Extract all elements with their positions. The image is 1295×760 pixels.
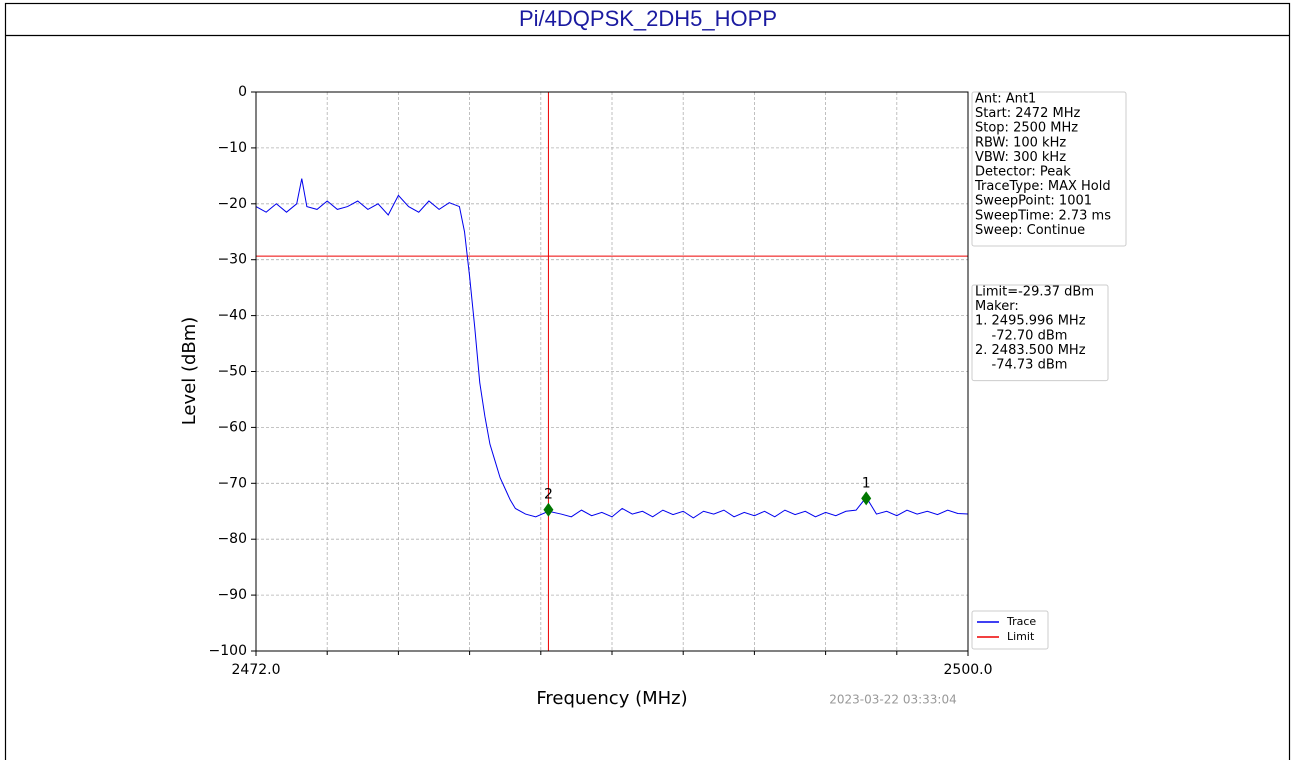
info-line: Start: 2472 MHz	[975, 106, 1080, 121]
y-tick-label: −60	[217, 419, 247, 435]
info-line: Stop: 2500 MHz	[975, 121, 1078, 136]
legend-label: Limit	[1007, 630, 1035, 643]
y-tick-label: −100	[209, 643, 247, 659]
y-tick-label: −50	[217, 364, 247, 380]
info-line: Sweep: Continue	[975, 223, 1085, 238]
marker-label: 1	[862, 475, 871, 491]
limit-line: 1. 2495.996 MHz	[975, 314, 1086, 329]
y-tick-label: −30	[217, 252, 247, 268]
limit-line: -74.73 dBm	[975, 358, 1067, 373]
legend-label: Trace	[1006, 615, 1036, 628]
trace	[255, 178, 969, 519]
y-tick-label: −10	[217, 140, 247, 156]
y-tick-label: 0	[238, 84, 247, 100]
x-tick-label: 2500.0	[944, 662, 993, 678]
info-line: TraceType: MAX Hold	[974, 179, 1111, 194]
limit-line: Limit=-29.37 dBm	[975, 285, 1094, 300]
frame	[4, 2, 1291, 760]
y-tick-label: −80	[217, 531, 247, 547]
marker-label: 2	[544, 487, 553, 503]
y-tick-label: −20	[217, 196, 247, 212]
y-tick-label: −90	[217, 587, 247, 603]
legend-box	[971, 610, 1049, 650]
limit-line: -72.70 dBm	[975, 328, 1067, 343]
x-axis-label: Frequency (MHz)	[536, 688, 687, 709]
info-line: Ant: Ant1	[975, 92, 1036, 107]
limit-box	[971, 284, 1109, 382]
x-tick-label: 2472.0	[232, 662, 281, 678]
y-tick-label: −70	[217, 475, 247, 491]
info-line: Detector: Peak	[975, 165, 1071, 180]
marker	[861, 491, 872, 506]
marker	[543, 502, 554, 517]
y-axis-label: Level (dBm)	[179, 317, 200, 426]
y-tick-label: −40	[217, 308, 247, 324]
chart-title: Pi/4DQPSK_2DH5_HOPP	[519, 6, 777, 31]
info-line: VBW: 300 kHz	[975, 150, 1066, 165]
info-line: SweepTime: 2.73 ms	[975, 208, 1111, 223]
info-box	[971, 91, 1127, 247]
info-line: RBW: 100 kHz	[975, 135, 1066, 150]
limit-line: 2. 2483.500 MHz	[975, 343, 1086, 358]
timestamp: 2023-03-22 03:33:04	[829, 693, 956, 707]
plot-frame	[255, 91, 969, 652]
info-line: SweepPoint: 1001	[975, 194, 1092, 209]
limit-line: Maker:	[975, 299, 1019, 314]
